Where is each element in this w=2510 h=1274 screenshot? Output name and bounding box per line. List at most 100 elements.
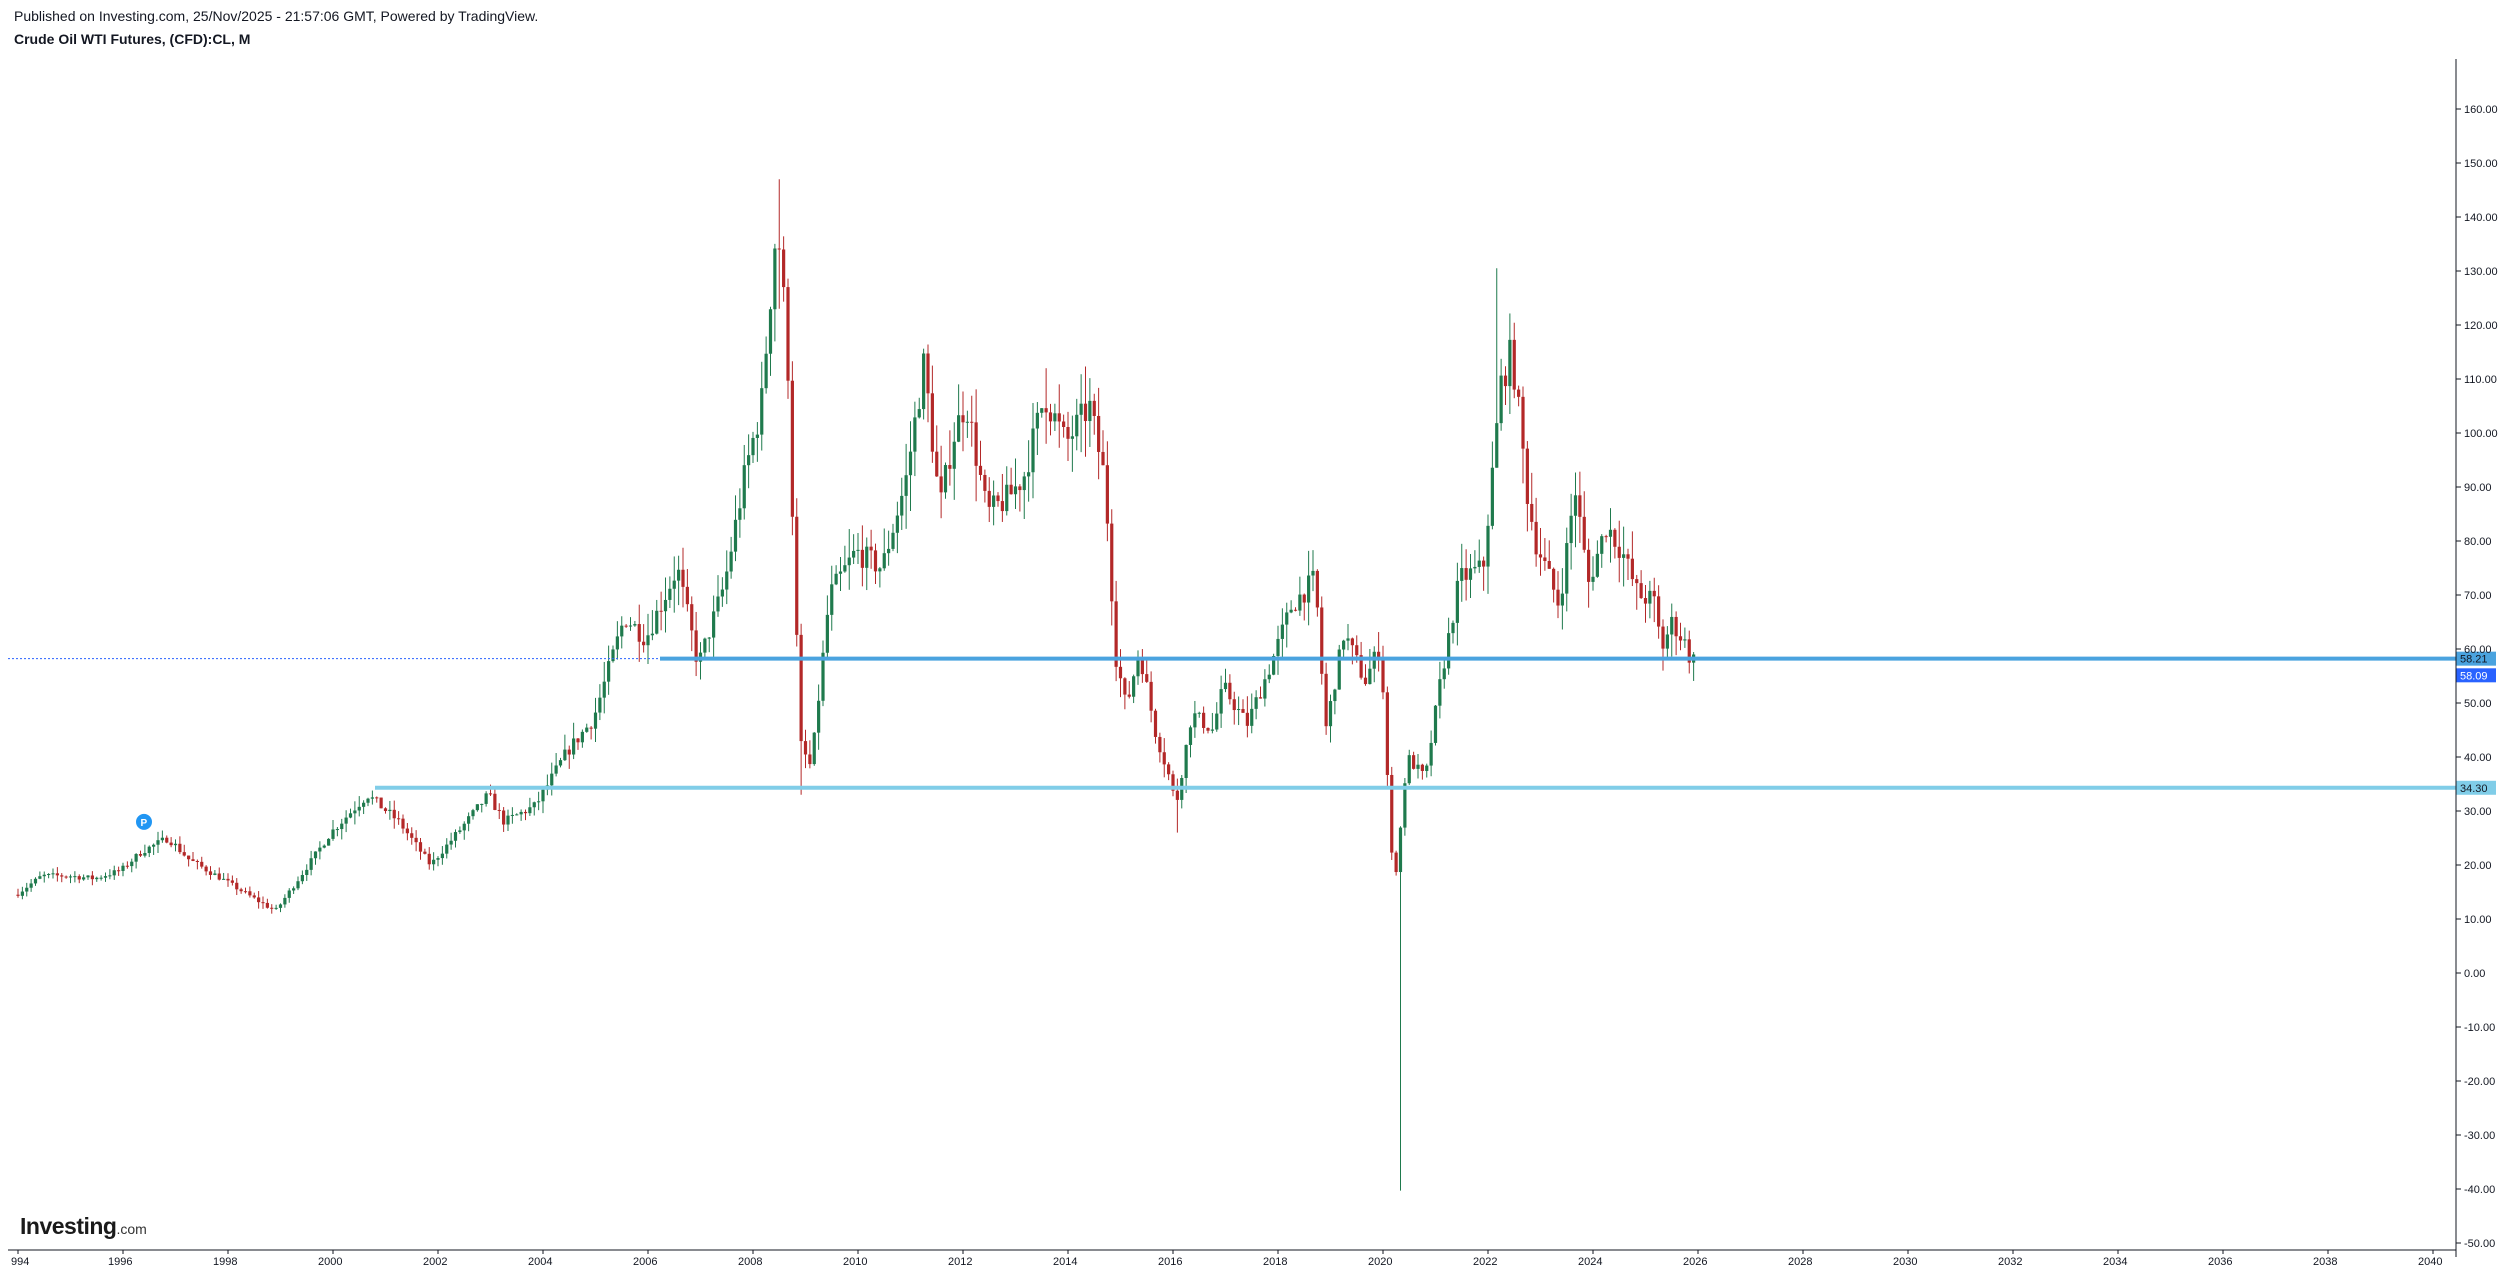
candle — [1363, 664, 1368, 686]
candle — [1477, 539, 1481, 573]
candle — [1197, 711, 1201, 718]
y-tick-label: -40.00 — [2464, 1184, 2495, 1196]
event-marker-layer[interactable]: P — [136, 813, 152, 830]
candle — [602, 661, 606, 714]
candle — [1381, 645, 1385, 700]
svg-text:58.09: 58.09 — [2460, 670, 2488, 682]
candle — [747, 434, 751, 489]
candle — [1490, 441, 1494, 530]
candle — [1464, 549, 1468, 601]
candle — [1486, 514, 1490, 594]
candle — [1145, 657, 1149, 683]
candle — [852, 534, 856, 565]
candle — [628, 617, 633, 631]
candle — [1451, 620, 1455, 644]
candle — [502, 807, 506, 832]
candle — [1202, 706, 1206, 734]
candle — [515, 813, 519, 816]
candle — [1692, 652, 1696, 681]
candle — [1416, 754, 1420, 779]
candle — [86, 875, 90, 880]
candle — [838, 557, 843, 592]
candle — [563, 734, 567, 762]
candle — [33, 877, 38, 886]
candle — [825, 595, 829, 658]
candle — [357, 796, 361, 817]
candle — [405, 823, 409, 841]
candle — [611, 645, 615, 663]
candle — [388, 800, 392, 820]
candle — [768, 306, 773, 376]
y-tick-label: 80.00 — [2464, 536, 2492, 548]
candle — [138, 850, 143, 857]
candle — [1057, 384, 1061, 448]
candle — [1447, 617, 1451, 675]
candle — [1285, 602, 1289, 648]
candle — [375, 796, 379, 803]
horizontal-lines-layer: 58.21 34.30 58.09 — [8, 651, 2496, 795]
candle — [1622, 526, 1626, 587]
candle — [121, 862, 125, 877]
candle — [1420, 763, 1424, 780]
candle — [1167, 762, 1171, 781]
candle — [554, 753, 558, 777]
candle — [265, 898, 269, 909]
candle — [348, 808, 353, 819]
candle — [847, 529, 851, 590]
candle — [222, 872, 226, 880]
candle — [1543, 538, 1547, 571]
candle — [843, 545, 847, 573]
candle — [362, 800, 366, 815]
candle — [637, 604, 641, 662]
candle — [1149, 671, 1153, 723]
candle — [401, 814, 405, 834]
candle — [1180, 775, 1184, 809]
candle — [1425, 763, 1429, 778]
candle — [1678, 622, 1683, 651]
event-marker[interactable]: P — [136, 813, 152, 830]
investing-logo: Investing.com — [20, 1213, 147, 1240]
published-caption: Published on Investing.com, 25/Nov/2025 … — [14, 8, 539, 24]
candle — [834, 565, 838, 586]
candle — [152, 843, 156, 855]
candle — [1556, 571, 1560, 619]
x-tick-label: 1998 — [213, 1256, 237, 1268]
candle — [1048, 403, 1053, 436]
candle — [248, 886, 252, 898]
candle — [817, 684, 821, 750]
x-tick-label: 2034 — [2103, 1256, 2127, 1268]
candle — [1250, 693, 1254, 734]
candle — [607, 645, 611, 695]
candle — [865, 537, 869, 591]
candle — [440, 846, 444, 865]
y-tick-label: 30.00 — [2464, 806, 2492, 818]
candle — [1333, 688, 1337, 715]
candle — [1569, 493, 1573, 570]
candle — [970, 395, 974, 447]
candle — [73, 871, 77, 883]
candle — [423, 848, 427, 855]
candle — [1153, 708, 1158, 744]
candle — [68, 874, 73, 884]
candle — [1503, 366, 1508, 405]
candle — [904, 443, 908, 529]
candle — [755, 422, 759, 462]
candle — [707, 637, 711, 653]
candle — [182, 844, 186, 857]
candle — [243, 887, 248, 894]
y-tick-label: 100.00 — [2464, 428, 2498, 440]
candle — [567, 745, 571, 769]
candle — [1390, 766, 1394, 860]
candle — [930, 365, 934, 463]
candle — [913, 401, 917, 477]
candle — [720, 577, 724, 607]
candle — [882, 528, 886, 571]
candle — [821, 640, 825, 707]
candle — [1062, 414, 1066, 438]
x-tick-label: 2008 — [738, 1256, 762, 1268]
candle — [528, 797, 532, 816]
candle — [1315, 569, 1319, 617]
candle — [1114, 580, 1118, 682]
candle — [287, 888, 291, 903]
